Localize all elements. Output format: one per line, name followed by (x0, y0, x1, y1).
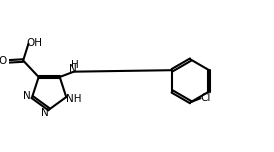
Text: N: N (41, 108, 49, 118)
Text: O: O (0, 57, 6, 66)
Text: OH: OH (27, 38, 42, 48)
Text: N: N (69, 64, 77, 74)
Text: H: H (71, 60, 79, 70)
Text: Cl: Cl (201, 93, 211, 103)
Text: N: N (23, 91, 31, 101)
Text: NH: NH (66, 94, 81, 104)
